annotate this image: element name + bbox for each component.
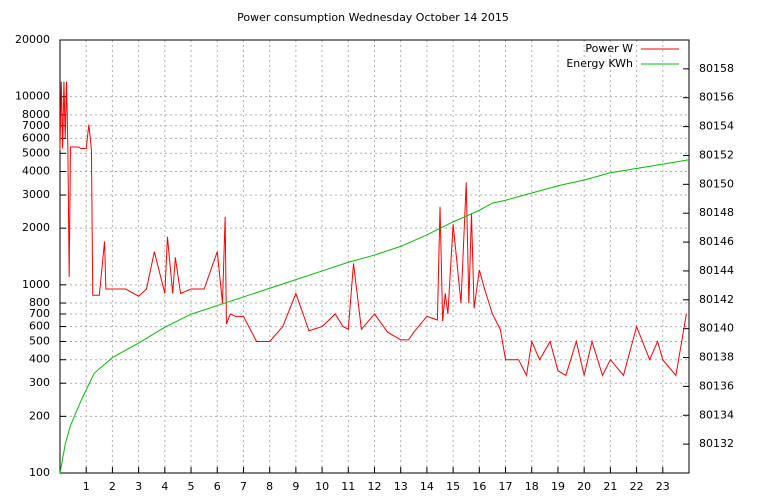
x-tick-label: 2 bbox=[109, 480, 116, 493]
y-tick-label: 800 bbox=[29, 296, 50, 309]
y-tick-label: 400 bbox=[29, 353, 50, 366]
series-line bbox=[59, 159, 690, 474]
y2-tick-label: 80134 bbox=[699, 408, 734, 421]
y2-tick-label: 80146 bbox=[699, 235, 734, 248]
x-tick-label: 8 bbox=[266, 480, 273, 493]
y-tick-label: 2000 bbox=[22, 221, 50, 234]
x-tick-label: 1 bbox=[83, 480, 90, 493]
x-tick-label: 17 bbox=[499, 480, 513, 493]
x-tick-label: 16 bbox=[472, 480, 486, 493]
x-tick-label: 23 bbox=[656, 480, 670, 493]
x-tick-label: 15 bbox=[446, 480, 460, 493]
x-tick-label: 9 bbox=[292, 480, 299, 493]
y2-tick-label: 80136 bbox=[699, 379, 734, 392]
y-tick-label: 8000 bbox=[22, 108, 50, 121]
y-tick-label: 3000 bbox=[22, 188, 50, 201]
series-line bbox=[59, 81, 687, 378]
y2-tick-label: 80152 bbox=[699, 148, 734, 161]
y-tick-label: 700 bbox=[29, 307, 50, 320]
y2-tick-label: 80150 bbox=[699, 177, 734, 190]
y-tick-label: 10000 bbox=[15, 90, 50, 103]
y2-tick-label: 80158 bbox=[699, 62, 734, 75]
x-tick-label: 6 bbox=[214, 480, 221, 493]
y-tick-label: 200 bbox=[29, 409, 50, 422]
y-tick-label: 20000 bbox=[15, 33, 50, 46]
y-tick-label: 4000 bbox=[22, 165, 50, 178]
y2-tick-label: 80138 bbox=[699, 351, 734, 364]
x-tick-label: 5 bbox=[188, 480, 195, 493]
legend-label: Power W bbox=[585, 42, 633, 55]
y-tick-label: 300 bbox=[29, 376, 50, 389]
y2-tick-label: 80132 bbox=[699, 437, 734, 450]
x-tick-label: 22 bbox=[630, 480, 644, 493]
y-tick-label: 600 bbox=[29, 320, 50, 333]
x-tick-label: 7 bbox=[240, 480, 247, 493]
y-tick-label: 500 bbox=[29, 334, 50, 347]
x-tick-label: 13 bbox=[394, 480, 408, 493]
y2-tick-label: 80144 bbox=[699, 264, 734, 277]
y2-tick-label: 80154 bbox=[699, 120, 734, 133]
y2-tick-label: 80156 bbox=[699, 91, 734, 104]
y-tick-label: 6000 bbox=[22, 131, 50, 144]
y2-tick-label: 80140 bbox=[699, 322, 734, 335]
x-tick-label: 18 bbox=[525, 480, 539, 493]
x-tick-label: 11 bbox=[341, 480, 355, 493]
chart-title: Power consumption Wednesday October 14 2… bbox=[237, 11, 509, 24]
y-tick-label: 7000 bbox=[22, 119, 50, 132]
x-tick-label: 21 bbox=[603, 480, 617, 493]
y2-tick-label: 80142 bbox=[699, 293, 734, 306]
y-tick-label: 5000 bbox=[22, 146, 50, 159]
x-tick-label: 12 bbox=[368, 480, 382, 493]
y2-tick-label: 80148 bbox=[699, 206, 734, 219]
x-tick-label: 10 bbox=[315, 480, 329, 493]
y-tick-label: 1000 bbox=[22, 278, 50, 291]
x-tick-label: 20 bbox=[577, 480, 591, 493]
x-tick-label: 19 bbox=[551, 480, 565, 493]
x-tick-label: 14 bbox=[420, 480, 434, 493]
legend-label: Energy KWh bbox=[566, 57, 633, 70]
y-tick-label: 100 bbox=[29, 466, 50, 479]
plot-frame bbox=[59, 39, 690, 474]
x-tick-label: 3 bbox=[135, 480, 142, 493]
x-tick-label: 4 bbox=[161, 480, 168, 493]
